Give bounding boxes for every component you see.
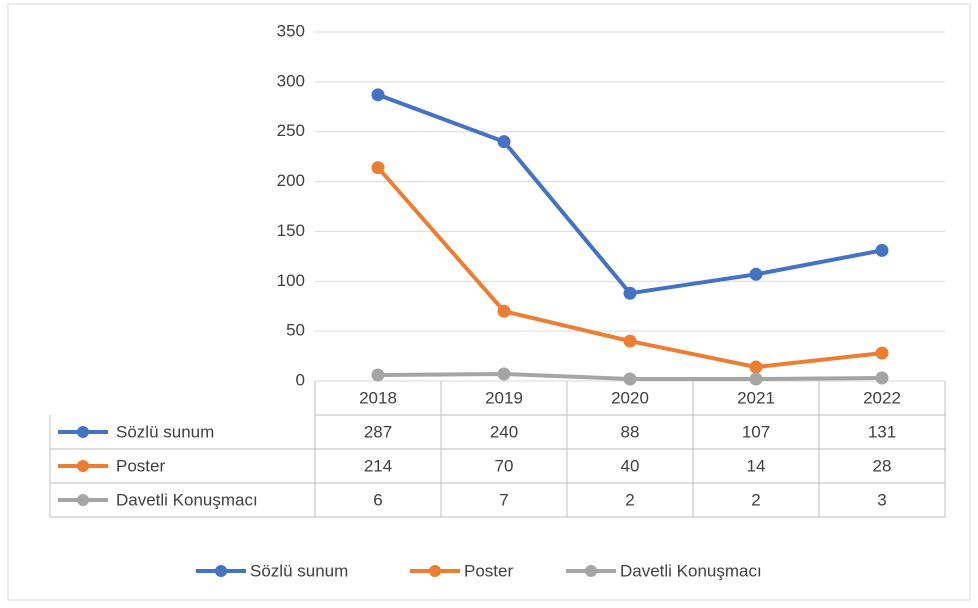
legend-key xyxy=(77,460,89,472)
y-tick-label: 250 xyxy=(277,121,305,140)
legend-key xyxy=(429,565,441,577)
table-value: 70 xyxy=(495,456,514,475)
table-value: 287 xyxy=(364,422,392,441)
table-series-name: Davetli Konuşmacı xyxy=(116,490,258,509)
table-value: 14 xyxy=(747,456,766,475)
legend-key xyxy=(77,494,89,506)
data-point xyxy=(749,360,763,374)
legend-key xyxy=(77,426,89,438)
table-value: 7 xyxy=(499,490,508,509)
x-tick-label: 2022 xyxy=(863,388,901,407)
x-tick-label: 2019 xyxy=(485,388,523,407)
table-value: 40 xyxy=(621,456,640,475)
data-point xyxy=(875,346,889,360)
data-point xyxy=(371,368,385,382)
data-point xyxy=(749,267,763,281)
table-value: 2 xyxy=(625,490,634,509)
legend-key xyxy=(215,565,227,577)
y-tick-label: 350 xyxy=(277,21,305,40)
table-value: 2 xyxy=(751,490,760,509)
data-point xyxy=(875,371,889,385)
table-value: 6 xyxy=(373,490,382,509)
y-tick-label: 300 xyxy=(277,71,305,90)
data-point xyxy=(623,286,637,300)
y-tick-label: 200 xyxy=(277,171,305,190)
data-point xyxy=(371,161,385,175)
table-value: 28 xyxy=(873,456,892,475)
data-point xyxy=(623,372,637,386)
y-tick-label: 50 xyxy=(286,321,305,340)
legend-key xyxy=(585,565,597,577)
y-tick-label: 100 xyxy=(277,271,305,290)
data-point xyxy=(497,304,511,318)
table-value: 214 xyxy=(364,456,392,475)
data-point xyxy=(497,135,511,149)
legend-label: Davetli Konuşmacı xyxy=(620,561,762,580)
data-point xyxy=(875,243,889,257)
chart-frame xyxy=(7,3,971,601)
y-tick-label: 0 xyxy=(296,370,305,389)
x-tick-label: 2020 xyxy=(611,388,649,407)
x-tick-label: 2021 xyxy=(737,388,775,407)
table-value: 240 xyxy=(490,422,518,441)
table-series-name: Poster xyxy=(116,456,165,475)
table-value: 107 xyxy=(742,422,770,441)
data-point xyxy=(623,334,637,348)
x-tick-label: 2018 xyxy=(359,388,397,407)
data-point xyxy=(371,88,385,102)
data-point xyxy=(497,367,511,381)
table-value: 131 xyxy=(868,422,896,441)
table-value: 88 xyxy=(621,422,640,441)
y-tick-label: 150 xyxy=(277,221,305,240)
table-series-name: Sözlü sunum xyxy=(116,422,214,441)
table-value: 3 xyxy=(877,490,886,509)
legend-label: Poster xyxy=(464,561,513,580)
data-point xyxy=(749,372,763,386)
legend-label: Sözlü sunum xyxy=(250,561,348,580)
